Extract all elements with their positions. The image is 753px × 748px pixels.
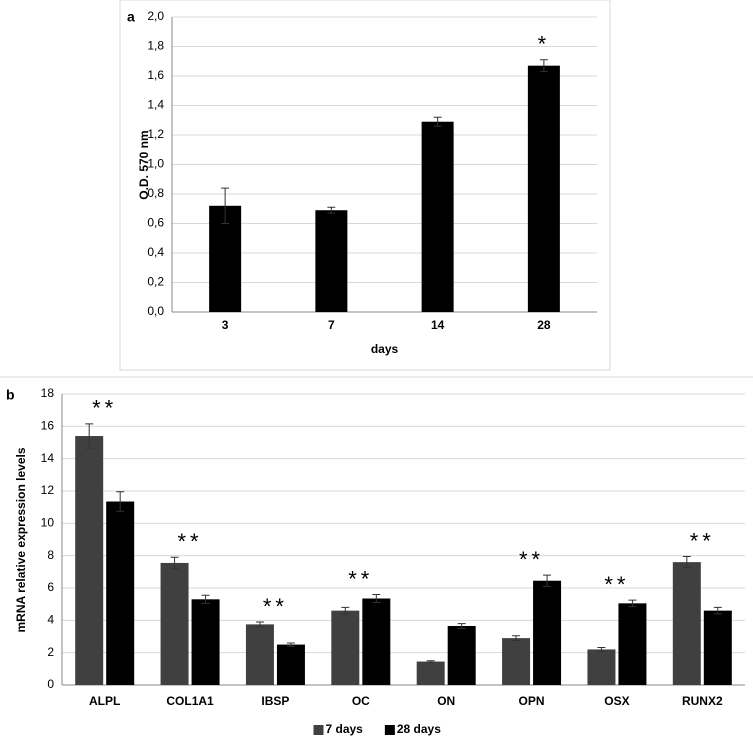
y-tick-label: 0,2 (147, 275, 164, 289)
x-tick-label: OPN (519, 694, 545, 708)
error-bar (170, 556, 179, 570)
y-axis-title: O.D. 570 nm (137, 130, 151, 199)
error-bar (457, 623, 466, 629)
error-bar (341, 606, 350, 615)
y-tick-label: 1,0 (147, 157, 164, 171)
error-bar (221, 187, 230, 224)
bar (703, 610, 732, 685)
error-bar (512, 635, 521, 642)
significance-mark: ** (604, 572, 629, 597)
y-tick-label: 2,0 (147, 9, 164, 23)
y-tick-label: 0,6 (147, 216, 164, 230)
significance-mark: * (538, 32, 551, 57)
error-bar (85, 423, 94, 449)
error-bar (327, 206, 336, 214)
error-bar (628, 599, 637, 608)
error-bar (372, 593, 381, 604)
error-bar (255, 621, 264, 628)
x-tick-label: 7 (328, 318, 335, 332)
error-bar (543, 574, 552, 587)
x-tick-label: OSX (604, 694, 629, 708)
error-bar (426, 660, 435, 663)
bar (191, 599, 220, 685)
significance-mark: ** (348, 566, 373, 591)
legend-swatch (384, 725, 395, 735)
x-tick-label: OC (352, 694, 370, 708)
y-tick-label: 16 (41, 419, 55, 433)
y-tick-label: 0,0 (147, 304, 164, 318)
bar (416, 661, 445, 685)
error-bar (713, 606, 722, 615)
bar (672, 562, 701, 685)
y-axis-title: mRNA relative expression levels (14, 447, 28, 632)
y-tick-label: 1,8 (147, 39, 164, 53)
bar (331, 610, 360, 685)
y-tick-label: 1,4 (147, 98, 164, 112)
legend-label: 7 days (326, 722, 364, 736)
bar (618, 603, 647, 685)
bar (160, 562, 189, 685)
y-tick-label: 1,6 (147, 68, 164, 82)
y-tick-label: 8 (47, 548, 54, 562)
x-tick-label: 14 (431, 318, 445, 332)
legend-label: 28 days (397, 722, 441, 736)
y-tick-label: 0 (47, 677, 54, 691)
bar (362, 598, 391, 685)
y-tick-label: 6 (47, 580, 54, 594)
error-bar (116, 491, 125, 512)
bar (527, 65, 560, 312)
x-tick-label: 3 (222, 318, 229, 332)
x-axis-title: days (371, 342, 399, 356)
y-tick-label: 0,4 (147, 245, 164, 259)
y-tick-label: 1,2 (147, 127, 164, 141)
bar (533, 580, 562, 685)
x-tick-label: IBSP (261, 694, 289, 708)
bar (587, 649, 616, 685)
x-tick-label: 28 (537, 318, 551, 332)
y-tick-label: 4 (47, 613, 54, 627)
significance-mark: ** (178, 529, 203, 554)
y-tick-label: 2 (47, 645, 54, 659)
bar (447, 625, 476, 685)
error-bar (286, 642, 295, 647)
bar (75, 436, 104, 685)
bar (502, 638, 531, 685)
x-tick-label: ALPL (89, 694, 120, 708)
y-tick-label: 12 (41, 483, 55, 497)
significance-mark: ** (263, 594, 288, 619)
panel-label: b (6, 387, 15, 403)
error-bar (433, 116, 442, 127)
error-bar (201, 594, 210, 604)
y-tick-label: 18 (41, 386, 55, 400)
bar (315, 210, 348, 312)
legend-swatch (313, 725, 324, 735)
panel-frame (119, 0, 611, 371)
bar (245, 624, 274, 685)
significance-mark: ** (92, 396, 117, 421)
error-bar (682, 555, 691, 569)
bar (106, 501, 135, 685)
error-bar (597, 646, 606, 652)
y-tick-label: 10 (41, 516, 55, 530)
y-tick-label: 0,8 (147, 186, 164, 200)
panel-label: a (127, 9, 135, 25)
significance-mark: ** (519, 547, 544, 572)
x-tick-label: RUNX2 (682, 694, 723, 708)
x-tick-label: COL1A1 (166, 694, 214, 708)
bar (276, 644, 305, 685)
significance-mark: ** (690, 528, 715, 553)
bar (421, 121, 454, 312)
error-bar (539, 59, 548, 73)
x-tick-label: ON (437, 694, 455, 708)
y-tick-label: 14 (41, 451, 55, 465)
